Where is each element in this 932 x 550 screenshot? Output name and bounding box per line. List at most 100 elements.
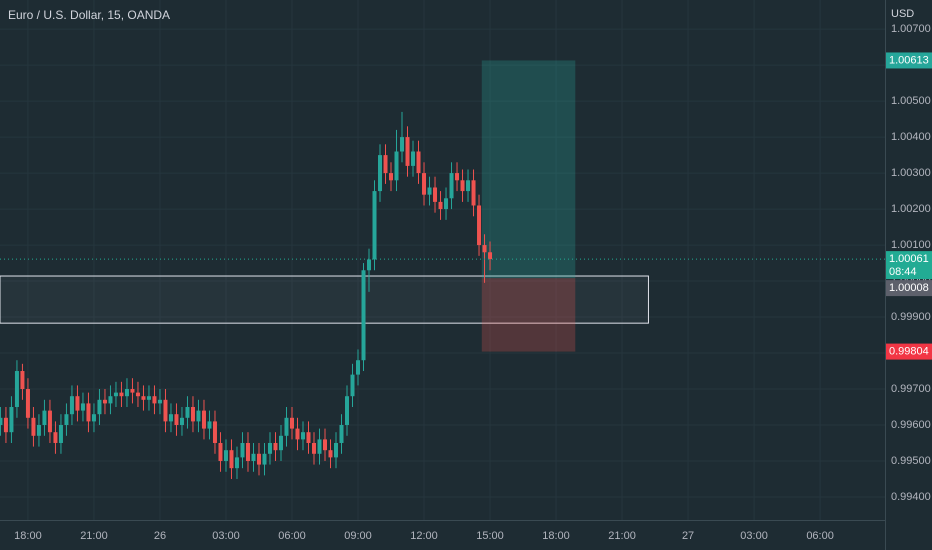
- candle-body: [273, 442, 278, 451]
- last-price-box: [886, 251, 932, 280]
- candle-body: [212, 421, 217, 443]
- candle-body: [75, 396, 80, 411]
- x-tick-label: 15:00: [476, 530, 504, 542]
- candle-body: [400, 137, 405, 152]
- x-tick-label: 18:00: [542, 530, 570, 542]
- candle-body: [20, 371, 25, 390]
- candle-body: [289, 417, 294, 429]
- candle-body: [97, 399, 102, 415]
- y-tick-label: 1.00700: [891, 23, 931, 35]
- candle-body: [322, 439, 327, 451]
- candle-body: [372, 191, 377, 260]
- candle-body: [345, 396, 350, 425]
- candle-body: [108, 396, 113, 404]
- entry-label: 1.00008: [889, 282, 929, 294]
- candle-body: [152, 396, 157, 404]
- y-tick-label: 0.99500: [891, 455, 931, 467]
- candle-body: [146, 396, 151, 400]
- candle-body: [389, 173, 394, 181]
- take-profit-box: [886, 52, 932, 69]
- candle-body: [196, 410, 201, 422]
- zone-rectangle: [0, 275, 649, 324]
- stop-loss-label: 0.99804: [889, 345, 929, 357]
- candle-body: [218, 442, 223, 461]
- candle-body: [157, 399, 162, 404]
- y-tick-label: 1.00400: [891, 131, 931, 143]
- candle-body: [223, 450, 228, 461]
- chart-title: Euro / U.S. Dollar, 15, OANDA: [8, 8, 170, 22]
- candle-body: [113, 392, 118, 397]
- candle-body: [339, 424, 344, 443]
- candle-body: [163, 399, 168, 422]
- candle-body: [64, 414, 69, 425]
- candle-body: [102, 399, 107, 404]
- last-price-label: 1.00061: [889, 253, 929, 265]
- y-tick-label: 1.00200: [891, 203, 931, 215]
- candle-body: [91, 414, 96, 422]
- x-tick-label: 06:00: [278, 530, 306, 542]
- candle-body: [361, 270, 366, 361]
- candle-body: [124, 389, 129, 397]
- candle-body: [256, 453, 261, 465]
- candle-body: [267, 442, 272, 454]
- candle-body: [135, 392, 140, 397]
- x-tick-label: 18:00: [14, 530, 42, 542]
- candle-body: [31, 417, 36, 436]
- stop-loss-zone: [481, 278, 576, 352]
- candle-body: [25, 389, 30, 418]
- candle-body: [14, 371, 19, 408]
- candle-body: [311, 442, 316, 454]
- candle-body: [130, 389, 135, 393]
- candle-body: [201, 410, 206, 429]
- candle-body: [433, 187, 438, 202]
- candle-body: [9, 407, 14, 433]
- candle-body: [278, 435, 283, 451]
- y-tick-label: 0.99400: [891, 491, 931, 503]
- candle-body: [174, 414, 179, 425]
- candle-body: [378, 155, 383, 192]
- candle-body: [229, 450, 234, 469]
- candle-body: [185, 407, 190, 418]
- candle-body: [300, 432, 305, 440]
- candle-body: [262, 453, 267, 465]
- x-tick-label: 03:00: [740, 530, 768, 542]
- candle-body: [438, 201, 443, 210]
- candle-body: [251, 453, 256, 461]
- candle-body: [394, 151, 399, 181]
- candle-body: [36, 424, 41, 436]
- candle-body: [80, 403, 85, 411]
- candle-body: [295, 428, 300, 440]
- candle-body: [47, 410, 52, 433]
- candle-body: [334, 442, 339, 458]
- x-tick-label: 21:00: [608, 530, 636, 542]
- candle-body: [477, 205, 482, 246]
- y-tick-label: 1.00300: [891, 167, 931, 179]
- y-axis-label: USD: [891, 8, 914, 20]
- candle-body: [422, 173, 427, 195]
- candle-body: [444, 198, 449, 210]
- candle-body: [86, 403, 91, 422]
- stop-loss-box: [886, 343, 932, 360]
- candle-body: [168, 414, 173, 422]
- y-tick-label: 0.99900: [891, 311, 931, 323]
- candle-body: [367, 259, 372, 271]
- candle-body: [119, 392, 124, 397]
- y-tick-label: 0.99700: [891, 383, 931, 395]
- x-tick-label: 06:00: [806, 530, 834, 542]
- candle-body: [284, 417, 289, 436]
- y-tick-label: 0.99600: [891, 419, 931, 431]
- candle-body: [245, 442, 250, 461]
- candle-body: [58, 424, 63, 443]
- take-profit-label: 1.00613: [889, 54, 929, 66]
- candle-body: [460, 180, 465, 192]
- candle-body: [53, 432, 58, 443]
- candle-body: [411, 151, 416, 166]
- x-tick-label: 26: [154, 530, 166, 542]
- candle-body: [179, 417, 184, 425]
- candle-body: [455, 173, 460, 181]
- candle-body: [306, 432, 311, 443]
- candle-body: [350, 374, 355, 397]
- candle-body: [482, 245, 487, 253]
